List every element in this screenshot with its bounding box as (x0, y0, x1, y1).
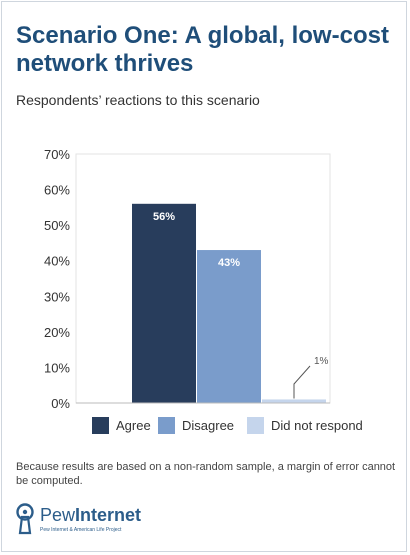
legend-label: Did not respond (271, 418, 363, 433)
data-label: 56% (153, 211, 175, 223)
bar-did-not-respond (262, 399, 326, 403)
bar-disagree (197, 250, 261, 403)
pew-internet-logo: PewInternet Pew Internet & American Life… (14, 503, 174, 537)
y-tick-label: 10% (44, 360, 70, 375)
legend-swatch (158, 417, 175, 434)
y-tick-label: 0% (51, 396, 70, 411)
legend-swatch (92, 417, 109, 434)
y-tick-label: 50% (44, 218, 70, 233)
data-label: 1% (314, 356, 329, 367)
plot-area: 0% 10% 20% 30% 40% 50% 60% 70% 56% 43% 1% Agree Disa… (44, 147, 363, 434)
legend-label: Agree (116, 418, 151, 433)
keyhole-logo-icon (16, 503, 34, 535)
logo-wordmark: PewInternet (40, 505, 141, 526)
chart-title: Scenario One: A global, low-cost network… (16, 22, 389, 77)
logo-word-regular: Pew (40, 505, 76, 525)
bar-chart: 0% 10% 20% 30% 40% 50% 60% 70% 56% 43% 1% Agree Disa… (44, 147, 363, 434)
legend-label: Disagree (182, 418, 234, 433)
data-label: 43% (218, 257, 240, 269)
data-label-leader (293, 365, 311, 399)
legend-swatch (247, 417, 264, 434)
y-tick-label: 20% (44, 325, 70, 340)
y-tick-label: 40% (44, 254, 70, 269)
logo-tagline: Pew Internet & American Life Project (40, 527, 122, 533)
chart-subtitle: Respondents’ reactions to this scenario (16, 92, 260, 108)
footnote: Because results are based on a non-rando… (16, 461, 396, 487)
bar-agree (132, 203, 196, 403)
y-tick-label: 60% (44, 183, 70, 198)
y-tick-label: 70% (44, 147, 70, 162)
y-tick-label: 30% (44, 289, 70, 304)
logo-word-bold: Internet (75, 505, 142, 525)
